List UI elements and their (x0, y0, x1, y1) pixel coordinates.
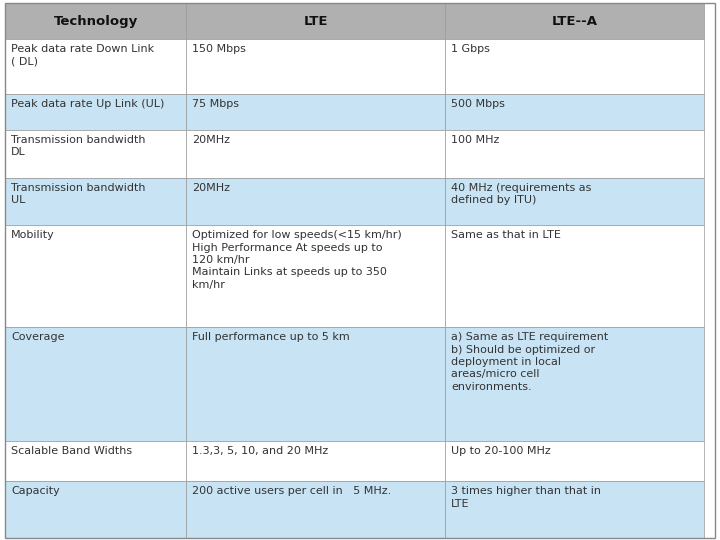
Text: Peak data rate Up Link (UL): Peak data rate Up Link (UL) (11, 99, 164, 109)
Text: 20MHz: 20MHz (192, 135, 230, 145)
Text: Technology: Technology (53, 15, 138, 28)
Text: Coverage: Coverage (11, 332, 65, 342)
Text: LTE: LTE (303, 15, 328, 28)
Bar (5, 481, 186, 538)
Bar (445, 178, 704, 225)
Bar (445, 130, 704, 178)
Bar (186, 130, 445, 178)
Bar (445, 93, 704, 130)
Text: Optimized for low speeds(<15 km/hr)
High Performance At speeds up to
120 km/hr
M: Optimized for low speeds(<15 km/hr) High… (192, 230, 402, 290)
Bar (5, 225, 186, 327)
Text: 1.3,3, 5, 10, and 20 MHz: 1.3,3, 5, 10, and 20 MHz (192, 446, 328, 456)
Text: Mobility: Mobility (11, 230, 55, 240)
Text: Peak data rate Down Link
( DL): Peak data rate Down Link ( DL) (11, 44, 154, 66)
Bar (5, 39, 186, 93)
Text: Up to 20-100 MHz: Up to 20-100 MHz (451, 446, 551, 456)
Text: 200 active users per cell in   5 MHz.: 200 active users per cell in 5 MHz. (192, 487, 391, 496)
Bar (186, 3, 445, 39)
Text: Same as that in LTE: Same as that in LTE (451, 230, 561, 240)
Text: 100 MHz: 100 MHz (451, 135, 500, 145)
Text: 40 MHz (requirements as
defined by ITU): 40 MHz (requirements as defined by ITU) (451, 183, 592, 205)
Text: Capacity: Capacity (11, 487, 60, 496)
Bar (445, 441, 704, 481)
Bar (186, 441, 445, 481)
Bar (445, 3, 704, 39)
Bar (186, 178, 445, 225)
Bar (186, 481, 445, 538)
Text: Transmission bandwidth
DL: Transmission bandwidth DL (11, 135, 145, 157)
Bar (445, 327, 704, 441)
Text: 150 Mbps: 150 Mbps (192, 44, 246, 55)
Text: 500 Mbps: 500 Mbps (451, 99, 505, 109)
Bar (5, 327, 186, 441)
Bar (186, 93, 445, 130)
Bar (186, 225, 445, 327)
Bar (445, 39, 704, 93)
Bar (5, 93, 186, 130)
Text: 75 Mbps: 75 Mbps (192, 99, 239, 109)
Text: Transmission bandwidth
UL: Transmission bandwidth UL (11, 183, 145, 205)
Bar (5, 130, 186, 178)
Text: Full performance up to 5 km: Full performance up to 5 km (192, 332, 350, 342)
Text: 1 Gbps: 1 Gbps (451, 44, 490, 55)
Bar (5, 178, 186, 225)
Bar (445, 225, 704, 327)
Bar (186, 327, 445, 441)
Text: a) Same as LTE requirement
b) Should be optimized or
deployment in local
areas/m: a) Same as LTE requirement b) Should be … (451, 332, 608, 392)
Bar (445, 481, 704, 538)
Text: 3 times higher than that in
LTE: 3 times higher than that in LTE (451, 487, 601, 509)
Text: LTE--A: LTE--A (552, 15, 598, 28)
Bar (5, 441, 186, 481)
Bar (186, 39, 445, 93)
Text: 20MHz: 20MHz (192, 183, 230, 193)
Bar (5, 3, 186, 39)
Text: Scalable Band Widths: Scalable Band Widths (11, 446, 132, 456)
